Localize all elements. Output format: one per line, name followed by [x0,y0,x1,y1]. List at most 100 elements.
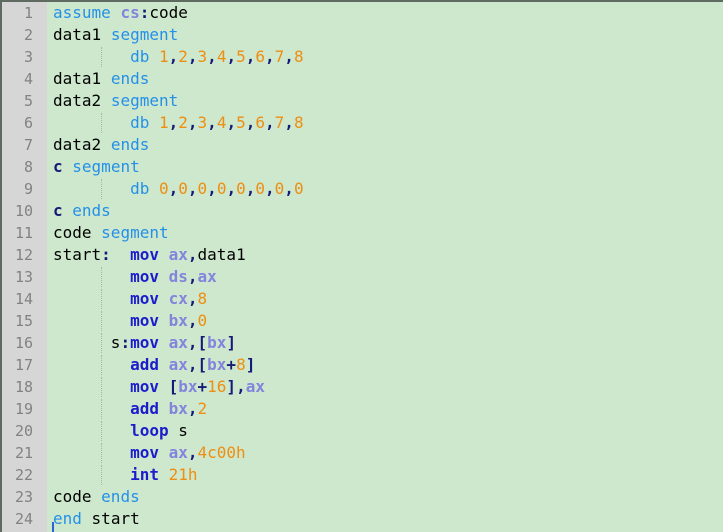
code-token: : [120,333,131,352]
code-line: 16 s:mov ax,[bx] [2,332,723,354]
code-token [53,113,130,132]
indent-guide-line [101,421,102,441]
line-number[interactable]: 3 [23,48,33,66]
code-token: 16 [207,377,227,396]
code-token [53,267,130,286]
code-token: start [53,245,102,264]
line-number[interactable]: 14 [14,290,33,308]
line-number[interactable]: 13 [14,268,33,286]
code-token: 0 [255,179,266,198]
code-line-text[interactable]: c segment [47,156,723,178]
code-token [111,3,121,22]
indent-guide-line [101,333,102,353]
code-line-text[interactable]: data1 segment [47,24,723,46]
code-line-text[interactable]: int 21h [47,464,723,486]
code-line-text[interactable]: mov ax,4c00h [47,442,723,464]
code-token: 5 [236,47,246,66]
line-number[interactable]: 15 [14,312,33,330]
line-number[interactable]: 5 [23,92,33,110]
code-token: end [53,509,82,528]
code-line: 5 data2 segment [2,90,723,112]
code-token [101,135,111,154]
code-token: ends [110,135,150,154]
code-token: ax [197,267,217,286]
code-token: , [245,179,256,198]
line-number[interactable]: 2 [23,26,33,44]
code-token: [ [168,377,179,396]
line-number[interactable]: 19 [14,400,33,418]
code-token: , [207,47,217,66]
code-line-text[interactable]: code ends [47,486,723,508]
code-token: 0 [197,179,208,198]
code-line-text[interactable]: mov ds,ax [47,266,723,288]
code-token [53,179,130,198]
line-number[interactable]: 24 [14,510,33,528]
code-line-text[interactable]: assume cs:code [47,2,723,24]
line-number[interactable]: 1 [23,4,33,22]
code-token [53,47,130,66]
line-number[interactable]: 10 [14,202,33,220]
line-number[interactable]: 12 [14,246,33,264]
code-token: , [226,179,237,198]
code-line: 8 c segment [2,156,723,178]
code-token: bx [207,333,227,352]
indent-guide-line [101,355,102,375]
code-line-text[interactable]: db 1,2,3,4,5,6,7,8 [47,46,723,68]
code-token: ends [72,201,111,220]
code-line: 19 add bx,2 [2,398,723,420]
code-token: ds [168,267,188,286]
code-token: ends [110,69,150,88]
code-line-text[interactable]: data2 segment [47,90,723,112]
code-token: , [187,333,198,352]
code-line-text[interactable]: c ends [47,200,723,222]
indent-guide-line [101,47,102,67]
code-line-text[interactable]: s:mov ax,[bx] [47,332,723,354]
code-token: data2 [53,91,102,110]
code-line-text[interactable]: start: mov ax,data1 [47,244,723,266]
indent-guide-line [101,267,102,287]
code-line-text[interactable]: data1 ends [47,68,723,90]
line-number[interactable]: 11 [14,224,33,242]
code-token: , [207,113,217,132]
code-token: cx [168,289,188,308]
line-number[interactable]: 8 [23,158,33,176]
line-number[interactable]: 4 [23,70,33,88]
code-line-text[interactable]: data2 ends [47,134,723,156]
code-token: data1 [197,245,246,264]
code-token: , [265,113,275,132]
code-token [111,245,130,264]
code-token: [ [197,333,208,352]
code-line: 13 mov ds,ax [2,266,723,288]
code-line-text[interactable]: add ax,[bx+8] [47,354,723,376]
line-number[interactable]: 18 [14,378,33,396]
code-line-text[interactable]: add bx,2 [47,398,723,420]
code-token: , [284,179,294,198]
line-number[interactable]: 22 [14,466,33,484]
code-line: 14 mov cx,8 [2,288,723,310]
code-line-text[interactable]: loop s [47,420,723,442]
code-token: ] [226,377,237,396]
code-line-text[interactable]: db 0,0,0,0,0,0,0,0 [47,178,723,200]
code-line-text[interactable]: mov [bx+16],ax [47,376,723,398]
line-number[interactable]: 23 [14,488,33,506]
line-number[interactable]: 9 [23,180,33,198]
line-number[interactable]: 6 [23,114,33,132]
code-line: 18 mov [bx+16],ax [2,376,723,398]
line-number[interactable]: 20 [14,422,33,440]
line-number[interactable]: 21 [14,444,33,462]
code-line-text[interactable]: db 1,2,3,4,5,6,7,8 [47,112,723,134]
code-line-text[interactable]: code segment [47,222,723,244]
line-number[interactable]: 16 [14,334,33,352]
code-token: ax [245,377,265,396]
code-token [101,91,111,110]
line-number[interactable]: 17 [14,356,33,374]
code-token: 1 [158,47,169,66]
code-line: 17 add ax,[bx+8] [2,354,723,376]
code-line: 20 loop s [2,420,723,442]
code-line-text[interactable]: mov bx,0 [47,310,723,332]
code-line-text[interactable]: end start [47,508,723,530]
indent-guide-line [101,179,102,199]
code-line-text[interactable]: mov cx,8 [47,288,723,310]
line-number[interactable]: 7 [23,136,33,154]
